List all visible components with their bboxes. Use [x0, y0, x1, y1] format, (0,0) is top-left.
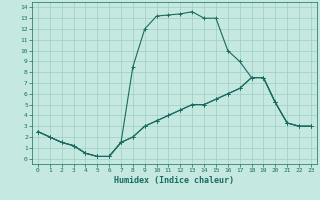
X-axis label: Humidex (Indice chaleur): Humidex (Indice chaleur): [115, 176, 234, 185]
